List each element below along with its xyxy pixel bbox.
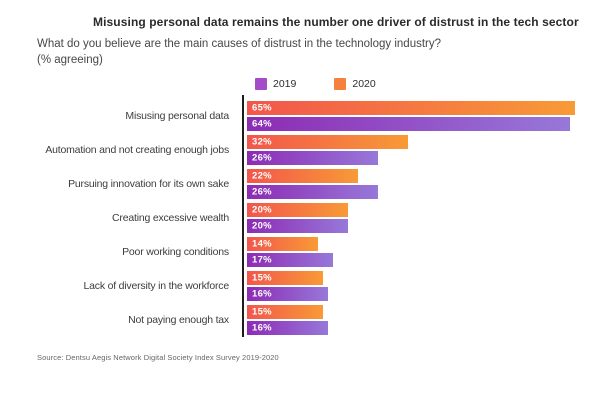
bar-group: 65% 64% [237,101,575,131]
bar-group: 22% 26% [237,169,378,199]
category-label: Creating excessive wealth [112,212,229,224]
bar-2020: 15% [247,305,323,319]
category-label: Pursuing innovation for its own sake [68,178,229,190]
bar-value-label: 26% [252,186,272,198]
chart-row: Misusing personal data 65% 64% [37,101,575,131]
bar-value-label: 15% [252,272,272,284]
chart-row: Pursuing innovation for its own sake 22% 2… [37,169,575,199]
chart-subtitle: What do you believe are the main causes … [37,38,442,50]
bar-value-label: 20% [252,204,272,216]
bar-2020: 14% [247,237,318,251]
bar-2019: 26% [247,151,378,165]
bar-value-label: 15% [252,306,272,318]
chart-title: Misusing personal data remains the numbe… [93,15,579,29]
bar-2019: 17% [247,253,333,267]
bar-value-label: 20% [252,220,272,232]
chart-row: Creating excessive wealth 20% 20% [37,203,575,233]
page: Misusing personal data remains the numbe… [37,15,579,362]
bar-value-label: 17% [252,254,272,266]
bar-value-label: 14% [252,238,272,250]
bar-value-label: 22% [252,170,272,182]
legend-label-2019: 2019 [273,78,297,90]
category-label: Misusing personal data [125,110,229,122]
chart-row: Lack of diversity in the workforce 15% 16% [37,271,575,301]
bar-value-label: 65% [252,102,272,114]
legend: 2019 2020 [255,77,575,91]
bar-chart: Misusing personal data 65% 64% Automation a… [37,95,575,337]
bar-2020: 32% [247,135,408,149]
bar-value-label: 32% [252,136,272,148]
bar-group: 20% 20% [237,203,348,233]
bar-2019: 26% [247,185,378,199]
legend-label-2020: 2020 [352,78,376,90]
bar-2019: 16% [247,287,328,301]
chart-row: Not paying enough tax 15% 16% [37,305,575,335]
legend-item-2020: 2020 [334,78,376,90]
bar-group: 14% 17% [237,237,333,267]
bar-group: 15% 16% [237,305,328,335]
bar-value-label: 26% [252,152,272,164]
bar-group: 32% 26% [237,135,408,165]
bar-2019: 64% [247,117,570,131]
bar-2019: 16% [247,321,328,335]
category-label: Poor working conditions [122,246,229,258]
category-label: Automation and not creating enough jobs [45,144,229,156]
legend-swatch-2020-icon [334,78,347,90]
bar-value-label: 64% [252,118,272,130]
bar-2020: 20% [247,203,348,217]
chart-row: Automation and not creating enough jobs 3… [37,135,575,165]
bar-value-label: 16% [252,288,272,300]
bar-2019: 20% [247,219,348,233]
bar-value-label: 16% [252,322,272,334]
source-note: Source: Dentsu Aegis Network Digital Soc… [37,353,279,362]
legend-item-2019: 2019 [255,78,296,90]
bar-2020: 15% [247,271,323,285]
chart-rows: Misusing personal data 65% 64% Automation a… [37,101,575,335]
category-label: Lack of diversity in the workforce [83,280,229,292]
chart-row: Poor working conditions 14% 17% [37,237,575,267]
y-axis-line [242,95,244,337]
category-label: Not paying enough tax [128,314,229,326]
chart-subtitle-block: What do you believe are the main causes … [37,36,575,68]
legend-swatch-2019-icon [255,78,267,90]
bar-group: 15% 16% [237,271,328,301]
bar-2020: 22% [247,169,358,183]
chart-subtitle-note: (% agreeing) [37,54,103,66]
bar-2020: 65% [247,101,575,115]
